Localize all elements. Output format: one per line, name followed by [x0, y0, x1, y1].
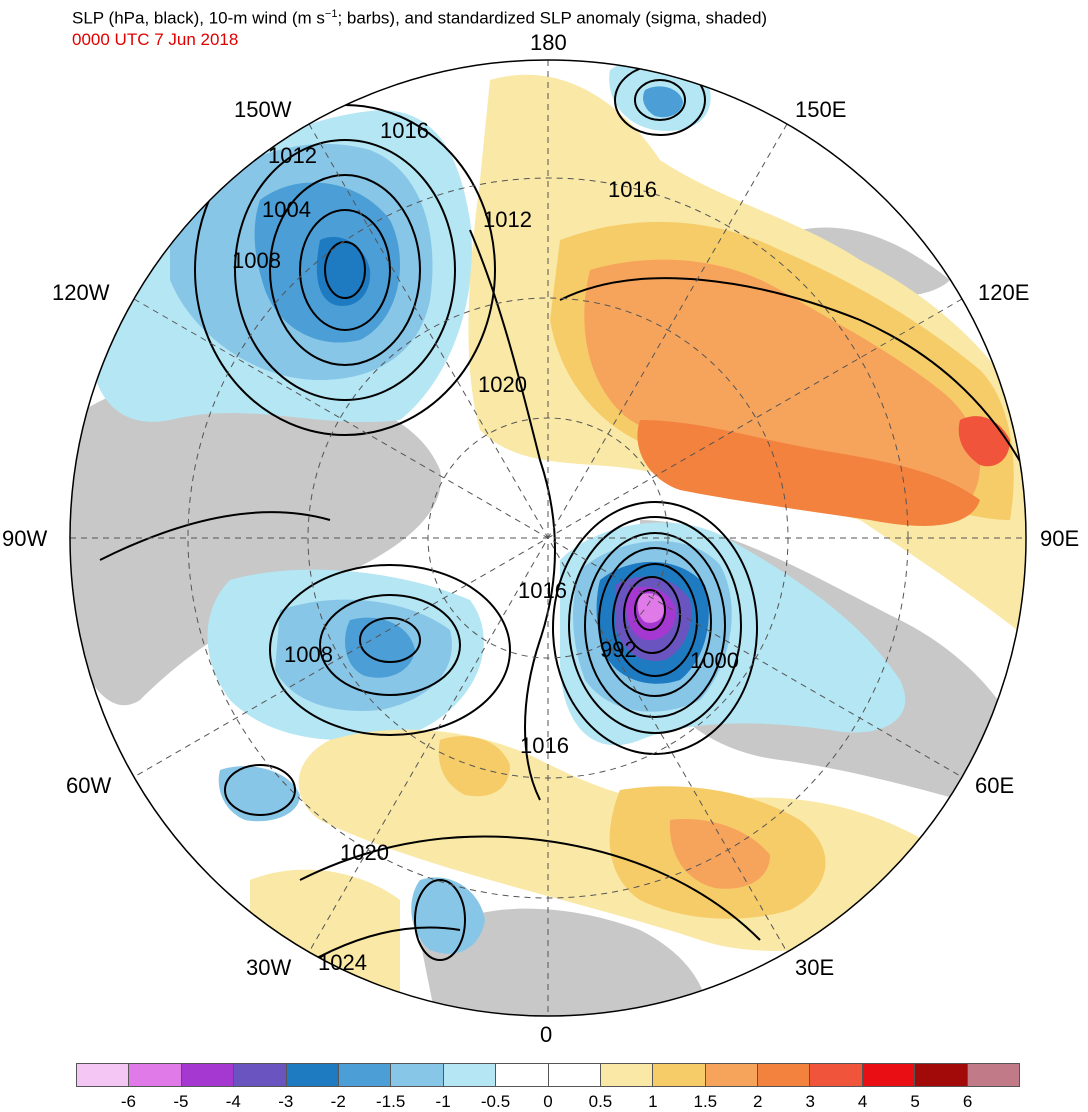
- chart-title: SLP (hPa, black), 10-m wind (m s−1; barb…: [72, 8, 768, 28]
- colorbar-swatch: [391, 1064, 444, 1086]
- colorbar-label: -1.5: [376, 1092, 406, 1111]
- colorbar-swatch: [234, 1064, 287, 1086]
- colorbar-swatch: [496, 1064, 549, 1086]
- colorbar-swatch: [338, 1064, 392, 1086]
- colorbar-swatch: [810, 1064, 863, 1086]
- isobar-label: 1004: [262, 197, 311, 222]
- colorbar-label: 5: [910, 1092, 920, 1111]
- lon-label-60w: 60W: [66, 773, 112, 798]
- isobar-label: 1012: [483, 207, 532, 232]
- colorbar-swatch: [548, 1064, 601, 1086]
- colorbar-label: -6: [120, 1092, 136, 1111]
- colorbar-swatch: [967, 1064, 1020, 1086]
- lon-label-90e: 90E: [1040, 526, 1080, 551]
- colorbar-label: -5: [173, 1092, 189, 1111]
- colorbar-label: 2: [753, 1092, 763, 1111]
- colorbar-swatch: [600, 1064, 654, 1086]
- colorbar-label: 4: [857, 1092, 868, 1111]
- colorbar-label: 6: [962, 1092, 973, 1111]
- colorbar-swatch: [653, 1064, 706, 1086]
- colorbar-swatch: [77, 1064, 130, 1086]
- lon-label-30w: 30W: [246, 955, 292, 980]
- colorbar-swatch: [129, 1064, 182, 1086]
- anomaly-colorbar: [76, 1063, 1020, 1087]
- isobar-label: 992: [600, 637, 637, 662]
- colorbar-label: -1: [435, 1092, 451, 1111]
- isobar-labels: 1016 1012 1004 1008 1016 1012 1020 1016 …: [232, 118, 739, 975]
- valid-time: 0000 UTC 7 Jun 2018: [72, 30, 239, 49]
- isobar-label: 1016: [520, 733, 569, 758]
- lon-label-120e: 120E: [978, 280, 1030, 305]
- isobar-label: 1012: [268, 143, 317, 168]
- colorbar-labels: -6 -5 -4 -3 -2 -1.5 -1 -0.5 0 0.5 1 1.5 2 3 4 5 6: [76, 1092, 1020, 1112]
- isobar-label: 1016: [380, 118, 429, 143]
- colorbar-label: 0: [543, 1092, 553, 1111]
- isobar-label: 1000: [690, 648, 739, 673]
- colorbar-label: 1: [648, 1092, 658, 1111]
- positive-anomaly-shading: [250, 74, 1026, 1000]
- colorbar-label: 3: [805, 1092, 815, 1111]
- colorbar-swatch: [915, 1064, 968, 1086]
- isobar-label: 1016: [608, 177, 657, 202]
- graticule: [70, 60, 1026, 1016]
- lon-label-90w: 90W: [2, 526, 48, 551]
- isobar-label: 1008: [232, 248, 281, 273]
- lon-label-0: 0: [540, 1022, 553, 1047]
- lon-label-180: 180: [530, 30, 567, 55]
- isobar-contours: [99, 64, 1026, 981]
- isobar-label: 1020: [340, 840, 389, 865]
- colorbar-swatch: [862, 1064, 916, 1086]
- colorbar-swatch: [181, 1064, 235, 1086]
- lon-label-30e: 30E: [795, 955, 835, 980]
- isobar-label: 1020: [478, 372, 527, 397]
- colorbar-swatch: [705, 1064, 759, 1086]
- colorbar-swatch: [286, 1064, 339, 1086]
- lon-label-150w: 150W: [234, 97, 292, 122]
- colorbar-label: -3: [278, 1092, 294, 1111]
- colorbar-label: -0.5: [480, 1092, 511, 1111]
- colorbar-label: 1.5: [693, 1092, 718, 1111]
- colorbar-label: -4: [225, 1092, 241, 1111]
- colorbar-label: 0.5: [588, 1092, 613, 1111]
- lon-label-150e: 150E: [795, 97, 847, 122]
- colorbar-swatch: [758, 1064, 811, 1086]
- isobar-label: 1016: [518, 578, 567, 603]
- isobar-label: 1008: [284, 642, 333, 667]
- isobar-label: 1024: [318, 950, 367, 975]
- colorbar-swatch: [443, 1064, 497, 1086]
- lon-label-120w: 120W: [52, 280, 110, 305]
- colorbar-label: -2: [330, 1092, 346, 1111]
- lon-label-60e: 60E: [975, 773, 1015, 798]
